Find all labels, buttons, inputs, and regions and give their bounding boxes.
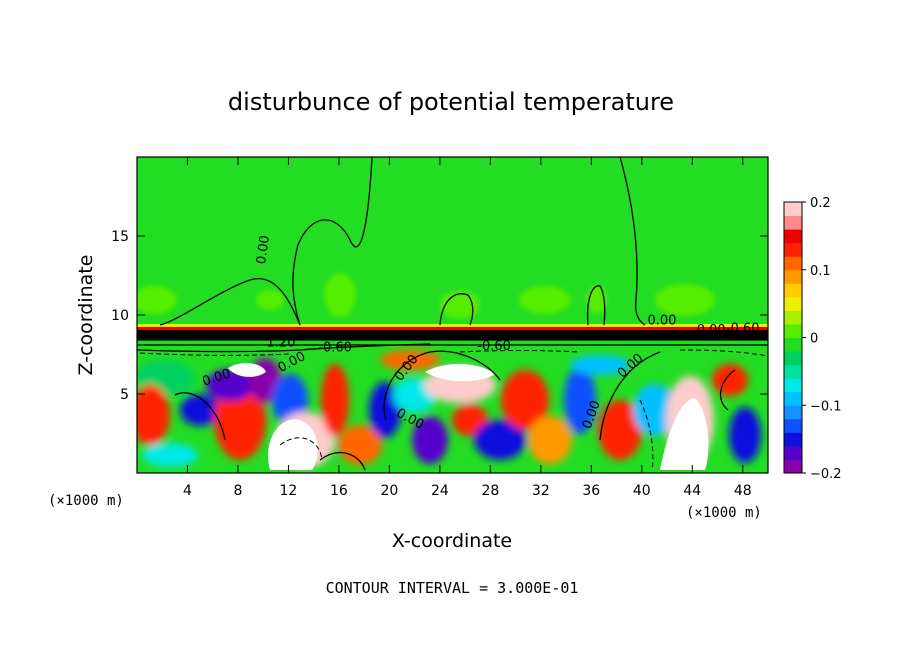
contour-label: 1.20: [266, 336, 295, 351]
colorbar-swatch: [784, 432, 802, 447]
contour-lines-negative: [139, 349, 768, 471]
colorbar-tick-label: −0.1: [810, 399, 842, 414]
y-tick-label: 15: [111, 229, 129, 245]
x-tick-label: 8: [233, 483, 242, 499]
x-axis-ticks: 4 8 12 16 20 24 28 32 36 40 44 48: [183, 157, 752, 499]
x-tick-label: 16: [330, 483, 348, 499]
contour-label: 0.00: [254, 234, 273, 265]
y-tick-label: 5: [120, 387, 129, 403]
y-tick-label: 10: [111, 308, 129, 324]
colorbar-swatch: [784, 364, 802, 379]
interface-contour-band: [137, 330, 768, 340]
contour-label: -0.60: [477, 339, 511, 354]
upper-layer-patches: [137, 273, 715, 319]
colorbar-swatch: [784, 418, 802, 433]
interface-band-red: [137, 327, 768, 330]
colorbar-swatch: [784, 310, 802, 325]
colorbar-swatch: [784, 215, 802, 230]
colorbar-swatch: [784, 445, 802, 460]
colorbar-swatch: [784, 459, 802, 474]
colorbar-ticks: −0.2 −0.1 0 0.1 0.2: [802, 196, 842, 482]
colorbar-swatch: [784, 256, 802, 271]
colorbar-swatch: [784, 391, 802, 406]
contour-label: 0.00: [697, 323, 726, 338]
colorbar-tick-label: 0.2: [810, 196, 831, 211]
z-unit-label: (×1000 m): [48, 493, 124, 509]
interface-band-yellow: [137, 324, 768, 327]
x-axis-label: X-coordinate: [392, 530, 512, 552]
chart-title: disturbunce of potential temperature: [228, 88, 674, 116]
x-tick-label: 48: [734, 483, 752, 499]
x-tick-label: 24: [431, 483, 449, 499]
y-axis-ticks: 5 10 15: [111, 229, 768, 403]
colorbar-swatch: [784, 323, 802, 338]
x-unit-label: (×1000 m): [686, 505, 762, 521]
colorbar-swatch: [784, 202, 802, 217]
contour-label: 0.00: [648, 313, 677, 328]
x-tick-label: 32: [532, 483, 550, 499]
colorbar-swatch: [784, 229, 802, 244]
x-tick-label: 12: [280, 483, 298, 499]
colorbar-swatch: [784, 351, 802, 366]
contour-label: -0.60: [726, 321, 760, 336]
y-axis-label: Z-coordinate: [75, 255, 97, 376]
colorbar-swatch: [784, 269, 802, 284]
heatmap-field: [137, 157, 768, 473]
x-tick-label: 36: [582, 483, 600, 499]
contour-label: -0.60: [318, 340, 352, 355]
colorbar-swatch: [784, 378, 802, 393]
colorbar: [784, 202, 802, 474]
colorbar-swatch: [784, 337, 802, 352]
colorbar-tick-label: −0.2: [810, 467, 842, 482]
colorbar-swatch: [784, 296, 802, 311]
x-tick-label: 20: [380, 483, 398, 499]
colorbar-swatch: [784, 242, 802, 257]
x-tick-label: 44: [683, 483, 701, 499]
colorbar-swatch: [784, 283, 802, 298]
saturated-cores: [228, 363, 709, 470]
colorbar-tick-label: 0: [810, 332, 818, 347]
colorbar-tick-label: 0.1: [810, 264, 831, 279]
x-tick-label: 4: [183, 483, 192, 499]
contour-interval-footer: CONTOUR INTERVAL = 3.000E-01: [326, 579, 579, 597]
colorbar-swatch: [784, 405, 802, 420]
x-tick-label: 40: [633, 483, 651, 499]
x-tick-label: 28: [481, 483, 499, 499]
